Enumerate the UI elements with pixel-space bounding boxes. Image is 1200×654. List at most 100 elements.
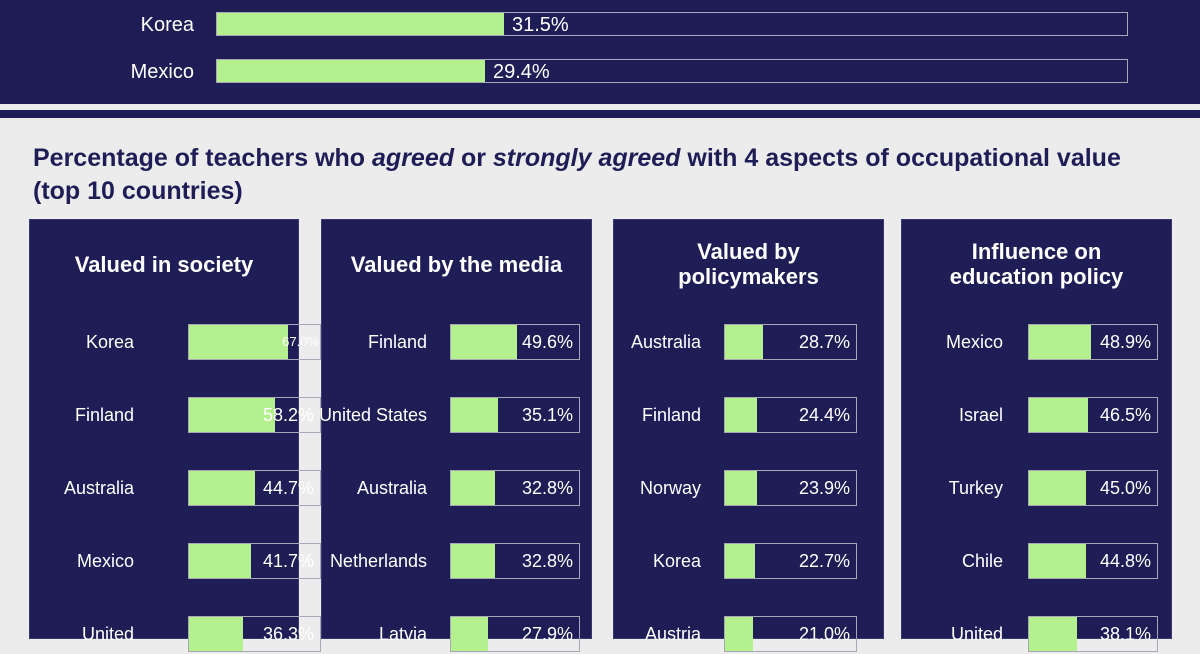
- bar-row: Latvia 27.9%: [322, 614, 591, 654]
- bar-row: Austria 21.0%: [614, 614, 883, 654]
- category-label: Korea: [652, 551, 701, 571]
- value-label: 44.7%: [262, 478, 314, 498]
- bar-fill: [451, 544, 495, 578]
- bar-track: 44.7%: [188, 470, 321, 506]
- bar-track: 46.5%: [1028, 397, 1158, 433]
- bar-track: 67.0%: [188, 324, 321, 360]
- bar-fill: [189, 398, 275, 432]
- bar-fill: [217, 60, 485, 82]
- bar-row: Mexico 48.9%: [902, 322, 1171, 362]
- bar-track: 41.7%: [188, 543, 321, 579]
- bar-fill: [725, 471, 757, 505]
- category-label: Chile: [961, 551, 1003, 571]
- bar-row: Australia 28.7%: [614, 322, 883, 362]
- bar-row: Korea 22.7%: [614, 541, 883, 581]
- bar-track: 35.1%: [450, 397, 580, 433]
- bar-row: Australia 32.8%: [322, 468, 591, 508]
- bar-fill: [1029, 325, 1091, 359]
- category-label: Israel: [958, 405, 1003, 425]
- chart-panel: Valued by policymakers Australia 28.7% Finl…: [613, 219, 884, 652]
- bar-track: 24.4%: [724, 397, 857, 433]
- category-label: United: [81, 624, 134, 644]
- category-label: United States: [318, 405, 427, 425]
- value-label: 58.2%: [262, 405, 314, 425]
- bar-track: 36.3%: [188, 616, 321, 652]
- bar-row: Finland 58.2%: [30, 395, 321, 435]
- bar-track: 32.8%: [450, 543, 580, 579]
- bar-track: 27.9%: [450, 616, 580, 652]
- bar-fill: [725, 544, 755, 578]
- category-label: Netherlands: [329, 551, 427, 571]
- headline-text: Percentage of teachers who: [33, 144, 373, 172]
- bar-fill: [189, 617, 243, 651]
- bar-track: 29.4%: [216, 59, 1128, 83]
- category-label: Korea: [85, 332, 134, 352]
- value-label: 31.5%: [512, 14, 569, 36]
- bar-row: Turkey 45.0%: [902, 468, 1171, 508]
- value-label: 28.7%: [798, 332, 850, 352]
- panel-title: Valued in society: [74, 252, 254, 277]
- category-label: Finland: [641, 405, 701, 425]
- value-label: 44.8%: [1099, 551, 1151, 571]
- bar-track: 45.0%: [1028, 470, 1158, 506]
- value-label: 35.1%: [521, 405, 573, 425]
- bar-fill: [451, 398, 498, 432]
- bar-row: Israel 46.5%: [902, 395, 1171, 435]
- category-label: Finland: [367, 332, 427, 352]
- bar-fill: [217, 13, 504, 35]
- bar-row: Australia 44.7%: [30, 468, 321, 508]
- bar-track: 28.7%: [724, 324, 857, 360]
- bar-fill: [1029, 398, 1088, 432]
- category-label: Turkey: [948, 478, 1003, 498]
- country-label: Korea: [140, 14, 194, 36]
- value-label: 22.7%: [798, 551, 850, 571]
- bar-fill: [725, 398, 757, 432]
- bar-row: Netherlands 32.8%: [322, 541, 591, 581]
- bar-row: Finland 49.6%: [322, 322, 591, 362]
- category-label: Norway: [639, 478, 701, 498]
- bar-row: Finland 24.4%: [614, 395, 883, 435]
- bar-row: Chile 44.8%: [902, 541, 1171, 581]
- top-chart-row: Korea 31.5%: [0, 12, 1200, 38]
- top-chart-row: Mexico 29.4%: [0, 59, 1200, 85]
- value-label: 46.5%: [1099, 405, 1151, 425]
- bar-track: 22.7%: [724, 543, 857, 579]
- category-label: Australia: [63, 478, 134, 498]
- value-label: 32.8%: [521, 551, 573, 571]
- bar-fill: [189, 325, 288, 359]
- category-label: Mexico: [76, 551, 134, 571]
- bar-fill: [1029, 617, 1077, 651]
- headline-text: or: [454, 144, 493, 172]
- value-label: 24.4%: [798, 405, 850, 425]
- value-label: 27.9%: [521, 624, 573, 644]
- panel-title: Valued by the media: [350, 252, 563, 277]
- category-label: United: [950, 624, 1003, 644]
- bar-track: 32.8%: [450, 470, 580, 506]
- headline-text: with 4 aspects of occupational value (to…: [33, 144, 1121, 205]
- category-label: Latvia: [378, 624, 427, 644]
- bar-fill: [1029, 544, 1086, 578]
- section-divider: [0, 110, 1200, 118]
- value-label: 67.0%: [282, 334, 319, 349]
- bar-fill: [451, 325, 517, 359]
- bar-track: 49.6%: [450, 324, 580, 360]
- bar-track: 58.2%: [188, 397, 321, 433]
- bar-track: 21.0%: [724, 616, 857, 652]
- value-label: 21.0%: [798, 624, 850, 644]
- chart-panel: Valued in society Korea 67.0% Finland 58.2% A…: [29, 219, 321, 652]
- value-label: 29.4%: [493, 61, 550, 83]
- bar-fill: [189, 544, 251, 578]
- bar-fill: [725, 617, 753, 651]
- bar-row: United States 35.1%: [319, 395, 591, 435]
- chart-panel: Valued by the media Finland 49.6% United St…: [319, 219, 592, 652]
- bar-track: 31.5%: [216, 12, 1128, 36]
- category-label: Australia: [356, 478, 427, 498]
- bar-row: United 36.3%: [30, 614, 321, 654]
- top-chart-band: Korea 31.5% Mexico 29.4%: [0, 0, 1200, 104]
- headline-emphasis: agreed: [372, 144, 454, 172]
- chart-panel: Influence on education policy Mexico 48.9%…: [901, 219, 1172, 652]
- value-label: 45.0%: [1099, 478, 1151, 498]
- country-label: Mexico: [130, 61, 194, 83]
- bar-track: 48.9%: [1028, 324, 1158, 360]
- section-headline: Percentage of teachers who agreed or str…: [33, 142, 1133, 208]
